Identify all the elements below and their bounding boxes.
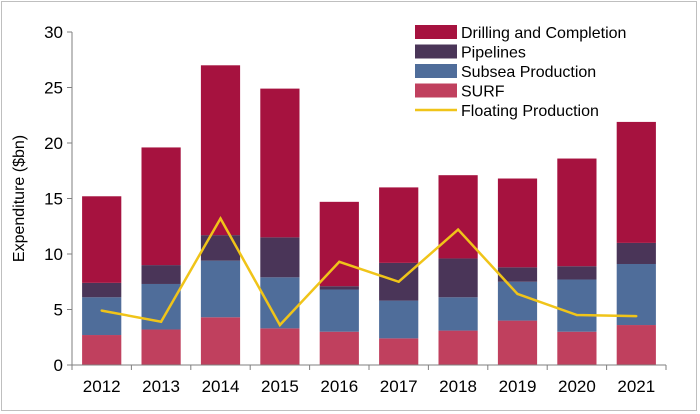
y-tick-label: 30 bbox=[44, 23, 63, 42]
bar-subsea-production-2016 bbox=[319, 289, 359, 332]
y-tick-label: 15 bbox=[44, 190, 63, 209]
x-tick-label: 2015 bbox=[261, 377, 299, 396]
bar-pipelines-2020 bbox=[557, 266, 597, 280]
bar-pipelines-2013 bbox=[141, 265, 181, 284]
y-tick-label: 20 bbox=[44, 134, 63, 153]
legend-label-drilling-and-completion: Drilling and Completion bbox=[461, 25, 626, 42]
x-tick-label: 2018 bbox=[439, 377, 477, 396]
point-floating-production-2018 bbox=[456, 228, 460, 231]
bar-subsea-production-2017 bbox=[379, 300, 419, 339]
x-tick-label: 2013 bbox=[142, 377, 180, 396]
legend-swatch-subsea-production bbox=[415, 64, 457, 78]
bar-pipelines-2018 bbox=[438, 258, 478, 298]
bar-pipelines-2014 bbox=[200, 235, 241, 261]
x-tick-label: 2019 bbox=[499, 377, 537, 396]
bar-pipelines-2015 bbox=[260, 237, 300, 278]
x-tick-label: 2014 bbox=[202, 377, 240, 396]
legend-label-surf: SURF bbox=[461, 84, 505, 101]
legend-swatch-pipelines bbox=[415, 44, 457, 59]
bar-surf-2014 bbox=[200, 317, 241, 365]
bar-surf-2018 bbox=[438, 330, 478, 365]
legend-label-subsea-production: Subsea Production bbox=[461, 64, 596, 81]
point-floating-production-2019 bbox=[516, 292, 519, 296]
bar-surf-2015 bbox=[260, 328, 300, 365]
y-axis-title: Expenditure ($bn) bbox=[11, 135, 28, 262]
bar-surf-2019 bbox=[497, 320, 538, 365]
bar-surf-2013 bbox=[141, 329, 181, 365]
bar-subsea-production-2018 bbox=[438, 297, 478, 331]
bar-surf-2017 bbox=[379, 338, 419, 365]
y-tick-label: 5 bbox=[54, 301, 63, 320]
legend-label-pipelines: Pipelines bbox=[461, 45, 526, 62]
y-tick-label: 25 bbox=[44, 79, 63, 98]
point-floating-production-2020 bbox=[575, 313, 579, 317]
bar-drilling-and-completion-2021 bbox=[616, 121, 656, 243]
x-tick-label: 2012 bbox=[83, 377, 121, 396]
point-floating-production-2013 bbox=[159, 320, 163, 323]
line-floating-production bbox=[101, 215, 637, 328]
bar-surf-2016 bbox=[319, 331, 359, 365]
bar-pipelines-2012 bbox=[82, 282, 122, 298]
bar-drilling-and-completion-2016 bbox=[319, 201, 359, 287]
bar-subsea-production-2019 bbox=[497, 281, 538, 321]
bar-drilling-and-completion-2017 bbox=[379, 187, 419, 263]
legend-swatch-drilling-and-completion bbox=[415, 25, 457, 39]
bar-subsea-production-2012 bbox=[82, 297, 122, 336]
y-tick-label: 0 bbox=[54, 356, 63, 375]
point-floating-production-2012 bbox=[100, 309, 103, 312]
legend-swatch-surf bbox=[415, 83, 457, 98]
bar-surf-2020 bbox=[557, 331, 597, 365]
bar-pipelines-2019 bbox=[497, 267, 538, 282]
point-floating-production-2016 bbox=[338, 260, 341, 263]
bar-subsea-production-2014 bbox=[200, 260, 241, 318]
bar-pipelines-2016 bbox=[319, 286, 359, 290]
bar-surf-2012 bbox=[82, 335, 122, 365]
x-tick-label: 2021 bbox=[617, 377, 655, 396]
x-tick-label: 2016 bbox=[320, 377, 358, 396]
bar-surf-2021 bbox=[616, 325, 656, 365]
bar-drilling-and-completion-2013 bbox=[141, 147, 181, 266]
bar-drilling-and-completion-2015 bbox=[260, 88, 300, 238]
bar-pipelines-2021 bbox=[616, 242, 656, 264]
bar-drilling-and-completion-2012 bbox=[82, 196, 122, 283]
bar-drilling-and-completion-2020 bbox=[557, 158, 597, 267]
x-tick-label: 2020 bbox=[558, 377, 596, 396]
point-floating-production-2014 bbox=[219, 217, 222, 220]
bar-subsea-production-2020 bbox=[557, 279, 597, 332]
point-floating-production-2015 bbox=[278, 323, 282, 327]
y-tick-label: 10 bbox=[44, 245, 63, 264]
bar-drilling-and-completion-2014 bbox=[200, 65, 241, 236]
bar-drilling-and-completion-2019 bbox=[497, 178, 538, 268]
legend-label-floating-production: Floating Production bbox=[461, 103, 599, 120]
point-floating-production-2017 bbox=[397, 280, 400, 283]
x-tick-label: 2017 bbox=[380, 377, 418, 396]
point-floating-production-2021 bbox=[635, 314, 638, 318]
